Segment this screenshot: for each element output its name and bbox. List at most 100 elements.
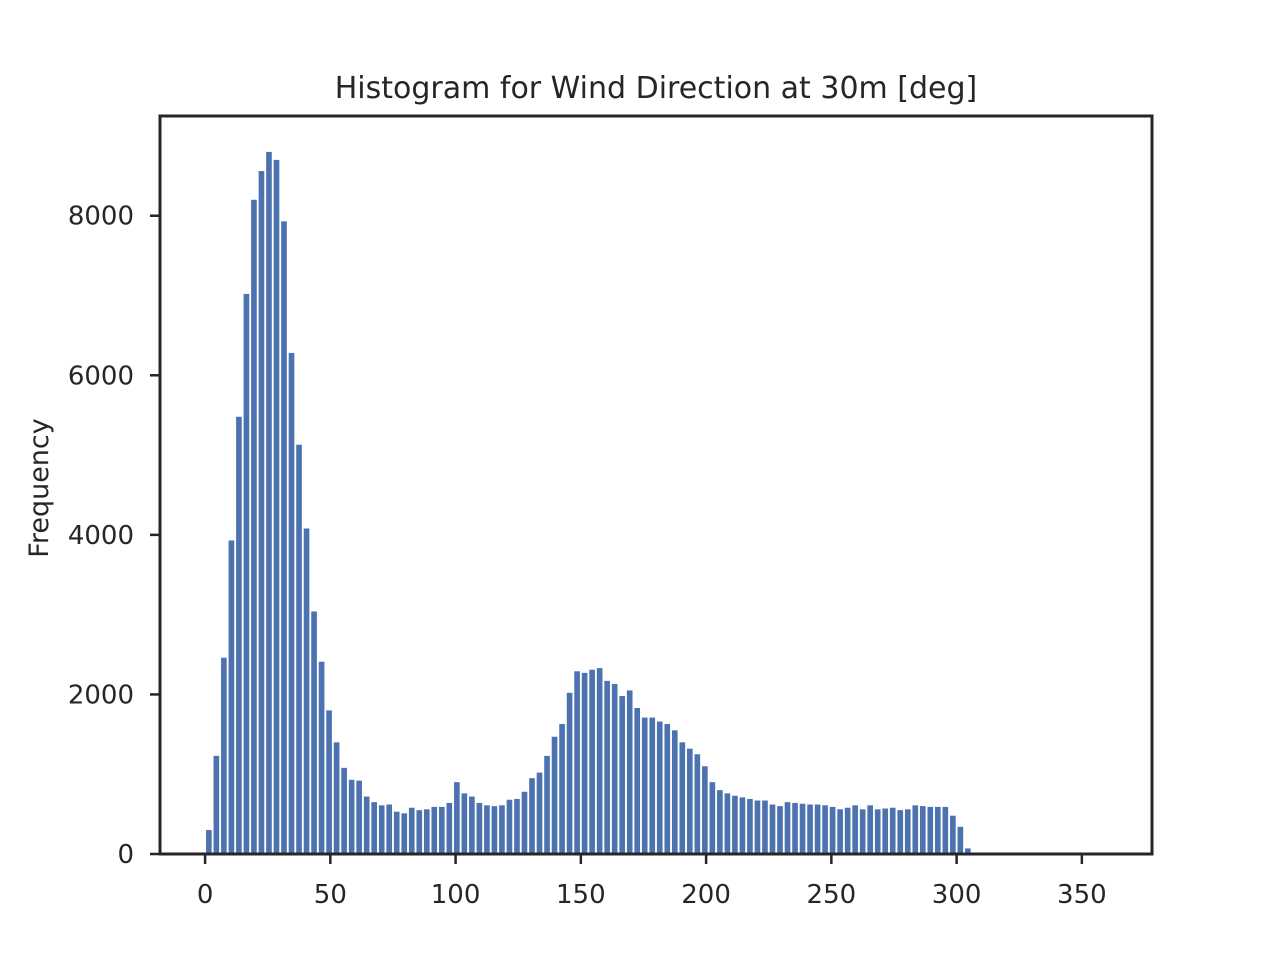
histogram-bar xyxy=(281,221,287,855)
histogram-bar xyxy=(679,742,686,854)
histogram-bar xyxy=(784,802,791,854)
histogram-bar xyxy=(221,657,227,854)
histogram-bar xyxy=(439,806,445,854)
histogram-bar xyxy=(574,671,580,854)
y-axis-ticks: 0 2000 4000 6000 8000 xyxy=(68,202,160,870)
histogram-bar xyxy=(213,755,220,854)
histogram-bar xyxy=(619,696,625,854)
histogram-bar xyxy=(792,802,798,854)
y-tick-label: 0 xyxy=(117,840,134,870)
histogram-bar xyxy=(702,766,708,854)
histogram-bar xyxy=(236,416,242,854)
x-tick-label: 300 xyxy=(932,880,982,910)
plot-frame xyxy=(158,114,1154,856)
histogram-bar xyxy=(777,806,783,854)
histogram-bar xyxy=(814,804,821,854)
histogram-bar xyxy=(882,808,889,854)
histogram-bar xyxy=(829,806,836,854)
histogram-bar xyxy=(859,809,866,854)
histogram-bar xyxy=(822,805,828,854)
histogram-bar xyxy=(559,723,565,854)
x-tick-label: 0 xyxy=(197,880,214,910)
x-tick-label: 250 xyxy=(807,880,857,910)
histogram-bar xyxy=(551,736,558,854)
histogram-bar xyxy=(506,799,513,854)
histogram-bar xyxy=(724,793,731,854)
histogram-bar xyxy=(769,804,776,854)
histogram-bar xyxy=(739,797,746,854)
histogram-bar xyxy=(363,796,370,854)
histogram-bar xyxy=(258,171,265,855)
histogram-bar xyxy=(581,672,588,854)
histogram-bar xyxy=(228,540,235,854)
histogram-bar xyxy=(521,791,528,854)
histogram-bar xyxy=(311,611,317,854)
histogram-bar xyxy=(634,707,641,854)
histogram-bar xyxy=(687,748,693,854)
histogram-bar xyxy=(897,810,904,854)
histogram-bar xyxy=(950,815,956,854)
x-tick-label: 150 xyxy=(556,880,606,910)
histogram-bar xyxy=(664,723,671,854)
histogram-bar xyxy=(732,795,738,854)
histogram-bar xyxy=(303,528,310,854)
histogram-bar xyxy=(431,806,438,854)
histogram-bar xyxy=(874,809,881,854)
histogram-bar xyxy=(942,806,949,854)
histogram-bar xyxy=(709,782,716,854)
histogram-bar xyxy=(717,790,723,854)
histogram-bar xyxy=(416,810,423,854)
histogram-bar xyxy=(596,668,603,854)
histogram-bar xyxy=(514,798,520,854)
histogram-bar xyxy=(476,802,483,854)
histogram-bar xyxy=(326,710,332,854)
x-tick-label: 350 xyxy=(1057,880,1107,910)
histogram-bar xyxy=(288,352,295,854)
y-axis-label: Frequency xyxy=(24,418,55,558)
y-tick-label: 4000 xyxy=(68,521,134,551)
histogram-bar xyxy=(912,805,919,854)
histogram-bar xyxy=(206,830,212,854)
histogram-bars xyxy=(206,151,971,855)
histogram-bar xyxy=(589,669,595,854)
histogram-bar xyxy=(296,444,302,854)
histogram-bar xyxy=(536,772,543,854)
histogram-bar xyxy=(694,754,701,854)
histogram-bar xyxy=(641,717,648,854)
histogram-bar xyxy=(251,199,257,855)
histogram-bar xyxy=(671,730,678,854)
histogram-bar xyxy=(393,811,400,854)
histogram-bar xyxy=(626,690,633,854)
histogram-bar xyxy=(544,755,550,854)
histogram-bar xyxy=(927,806,934,854)
histogram-bar xyxy=(611,684,618,854)
histogram-bar xyxy=(348,779,355,854)
histogram-bar xyxy=(919,806,926,854)
histogram-bar xyxy=(356,780,362,854)
histogram-bar xyxy=(318,661,325,854)
histogram-bar xyxy=(837,809,843,854)
y-tick-label: 8000 xyxy=(68,202,134,232)
histogram-bar xyxy=(566,692,573,854)
histogram-bar xyxy=(243,293,250,854)
histogram-bar xyxy=(935,806,941,854)
histogram-bar xyxy=(799,803,806,854)
x-tick-label: 100 xyxy=(431,880,481,910)
x-axis-ticks: 0 50 100 150 200 250 300 350 xyxy=(197,854,1107,910)
histogram-bar xyxy=(266,151,272,854)
histogram-bar xyxy=(423,809,430,854)
histogram-bar xyxy=(484,805,490,854)
histogram-bar xyxy=(341,767,347,854)
y-tick-label: 2000 xyxy=(68,680,134,710)
histogram-bar xyxy=(408,807,415,854)
histogram-bar xyxy=(867,805,873,854)
histogram-bar xyxy=(273,159,280,854)
histogram-bar xyxy=(965,848,971,854)
histogram-bar xyxy=(333,742,340,854)
histogram-bar xyxy=(604,680,610,854)
histogram-bar xyxy=(957,826,964,854)
chart-title: Histogram for Wind Direction at 30m [deg… xyxy=(335,71,978,106)
histogram-bar xyxy=(401,813,408,854)
histogram-bar xyxy=(491,806,498,854)
